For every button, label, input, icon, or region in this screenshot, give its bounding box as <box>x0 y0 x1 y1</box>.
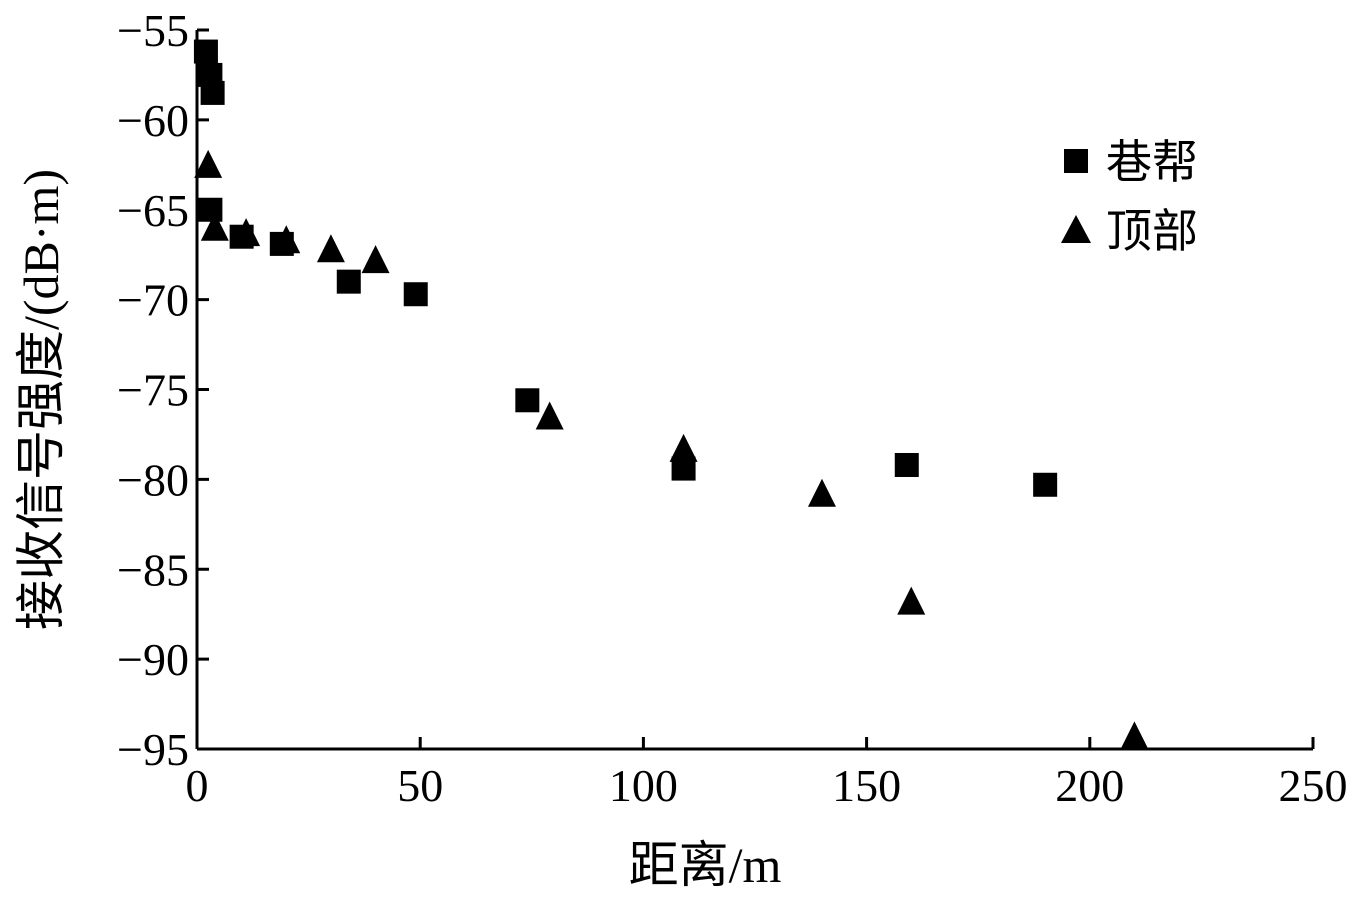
triangle-point <box>272 225 301 254</box>
x-tick-label: 0 <box>186 760 209 811</box>
square-point <box>193 39 218 64</box>
x-tick-label: 100 <box>609 760 678 811</box>
x-tick-label: 250 <box>1279 760 1348 811</box>
triangle-point <box>316 234 345 263</box>
y-tick-label: −65 <box>117 185 189 236</box>
y-axis-title: 接收信号强度/(dB·m) <box>13 169 69 630</box>
legend-item-triangle: 顶部 <box>1061 206 1198 257</box>
triangle-point <box>807 478 836 507</box>
legend-triangle-marker <box>1061 215 1091 243</box>
square-point <box>1033 472 1058 497</box>
legend: 巷帮 顶部 <box>1061 137 1198 257</box>
triangle-point <box>897 586 926 615</box>
square-point <box>515 388 540 413</box>
x-tick-label: 150 <box>832 760 901 811</box>
x-axis-title: 距离/m <box>629 837 782 893</box>
x-tick-label: 50 <box>397 760 443 811</box>
y-tick-label: −70 <box>117 275 189 326</box>
square-point <box>894 452 919 477</box>
y-tick-label: −95 <box>117 724 189 775</box>
legend-item-square: 巷帮 <box>1064 137 1198 188</box>
triangle-point <box>361 245 390 274</box>
square-point <box>198 197 223 222</box>
square-point <box>336 269 361 294</box>
triangle-point <box>200 212 229 241</box>
legend-label-triangle: 顶部 <box>1106 206 1198 257</box>
y-tick-label: −90 <box>117 634 189 685</box>
y-tick-label: −60 <box>117 95 189 146</box>
data-points <box>193 39 1149 750</box>
square-point <box>403 282 428 307</box>
y-tick-label: −75 <box>117 365 189 416</box>
y-tick-label: −80 <box>117 454 189 505</box>
x-axis-ticks: 0 50 100 150 200 250 <box>186 737 1348 811</box>
triangle-point <box>1120 721 1149 750</box>
square-point <box>200 80 225 105</box>
y-tick-label: −55 <box>117 5 189 56</box>
triangle-point <box>535 401 564 430</box>
legend-square-marker <box>1064 149 1088 173</box>
triangle-point <box>232 218 261 247</box>
y-tick-label: −85 <box>117 544 189 595</box>
y-axis-ticks: −55 −60 −65 −70 −75 −80 −85 −90 −95 <box>117 5 209 775</box>
triangle-point <box>194 149 223 178</box>
triangle-point <box>669 433 698 462</box>
legend-label-square: 巷帮 <box>1106 137 1198 188</box>
axes: −55 −60 −65 −70 −75 −80 −85 −90 −95 0 50 100 150 200… <box>117 5 1347 811</box>
x-tick-label: 200 <box>1055 760 1124 811</box>
